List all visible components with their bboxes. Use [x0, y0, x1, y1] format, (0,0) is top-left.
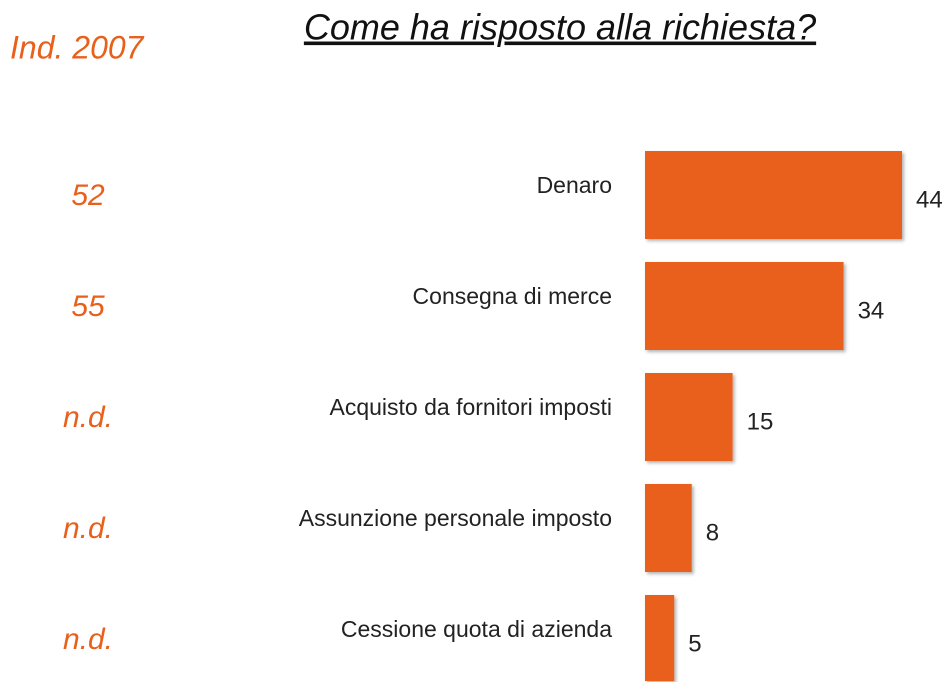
category-label: Cessione quota di azienda [341, 616, 612, 642]
comparison-value: n.d. [63, 512, 113, 545]
comparison-value: n.d. [63, 623, 113, 656]
bar [645, 484, 692, 572]
category-label: Acquisto da fornitori imposti [329, 394, 612, 420]
value-label: 44 [916, 186, 943, 213]
bar [645, 595, 675, 681]
chart-title: Come ha risposto alla richiesta? [304, 7, 816, 48]
comparison-value: 55 [71, 290, 105, 323]
comparison-value: n.d. [63, 401, 113, 434]
comparison-value: 52 [71, 179, 105, 212]
category-label: Consegna di merce [413, 283, 612, 309]
value-label: 8 [706, 519, 719, 546]
value-label: 15 [747, 408, 774, 435]
bar [645, 151, 902, 239]
bar [645, 262, 844, 350]
value-label: 5 [688, 630, 701, 657]
category-label: Denaro [537, 172, 612, 198]
value-label: 34 [858, 297, 885, 324]
bar [645, 373, 733, 461]
comparison-label: Ind. 2007 [10, 29, 145, 65]
category-label: Assunzione personale imposto [299, 505, 612, 531]
